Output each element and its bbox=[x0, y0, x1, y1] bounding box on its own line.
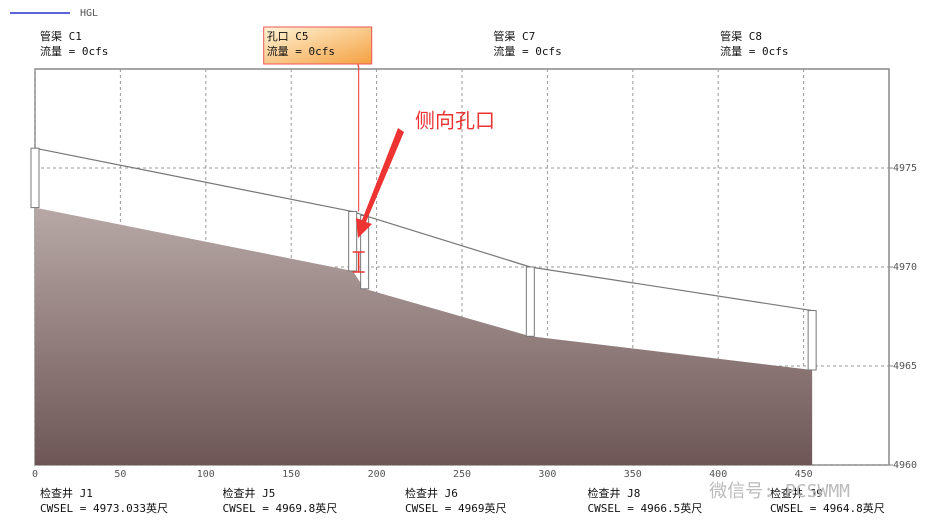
x-tick-label: 150 bbox=[282, 469, 300, 480]
y-tick-label: 4975 bbox=[893, 163, 917, 174]
x-tick-label: 50 bbox=[114, 469, 126, 480]
watermark: 微信号: PCSWMM bbox=[709, 481, 850, 502]
node-cwsel: CWSEL = 4964.8英尺 bbox=[770, 501, 885, 515]
conduit-crown bbox=[34, 147, 353, 213]
legend-label: HGL bbox=[80, 8, 98, 19]
manhole bbox=[525, 266, 535, 337]
node-cwsel: CWSEL = 4969.8英尺 bbox=[223, 501, 338, 515]
manhole bbox=[348, 211, 358, 272]
y-tick-label: 4960 bbox=[893, 460, 917, 471]
node-cwsel: CWSEL = 4973.033英尺 bbox=[40, 501, 168, 515]
link-label: 管渠 C1 bbox=[40, 29, 82, 43]
annotation-arrow bbox=[356, 128, 404, 238]
x-tick-label: 400 bbox=[709, 469, 727, 480]
node-label: 检查井 J8 bbox=[588, 486, 641, 500]
node-label: 检查井 J9 bbox=[770, 486, 823, 500]
ground-profile bbox=[35, 207, 813, 465]
x-tick-label: 100 bbox=[197, 469, 215, 480]
link-flow: 流量 = 0cfs bbox=[40, 44, 108, 58]
manhole bbox=[807, 310, 817, 371]
link-flow: 流量 = 0cfs bbox=[267, 44, 335, 58]
x-tick-label: 350 bbox=[624, 469, 642, 480]
annotation: 侧向孔口 bbox=[415, 109, 495, 133]
x-tick-label: 300 bbox=[538, 469, 556, 480]
x-tick-label: 250 bbox=[453, 469, 471, 480]
node-cwsel: CWSEL = 4969英尺 bbox=[405, 501, 506, 515]
node-label: 检查井 J6 bbox=[405, 486, 458, 500]
callout-line bbox=[357, 64, 360, 212]
y-tick-label: 4965 bbox=[893, 361, 917, 372]
x-tick-label: 200 bbox=[368, 469, 386, 480]
conduit-crown bbox=[530, 266, 813, 312]
x-tick-label: 0 bbox=[32, 469, 38, 480]
link-label: 管渠 C7 bbox=[493, 29, 535, 43]
node-label: 检查井 J1 bbox=[40, 486, 93, 500]
node-cwsel: CWSEL = 4966.5英尺 bbox=[588, 501, 703, 515]
x-tick-label: 450 bbox=[795, 469, 813, 480]
manhole bbox=[30, 147, 40, 209]
link-label: 孔口 C5 bbox=[267, 30, 309, 43]
link-highlight bbox=[263, 26, 373, 65]
link-flow: 流量 = 0cfs bbox=[493, 44, 561, 58]
link-flow: 流量 = 0cfs bbox=[720, 44, 788, 58]
y-tick-label: 4970 bbox=[893, 262, 917, 273]
conduit-crown bbox=[364, 214, 531, 268]
link-label: 管渠 C8 bbox=[720, 29, 762, 43]
node-label: 检查井 J5 bbox=[223, 486, 276, 500]
